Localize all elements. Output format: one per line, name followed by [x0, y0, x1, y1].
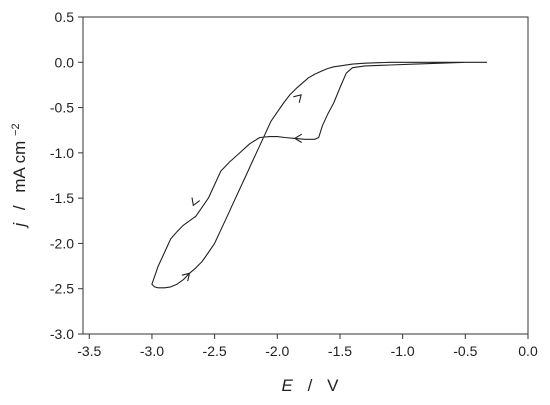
x-tick-label: -2.0 — [265, 343, 289, 359]
plot-frame — [82, 16, 529, 335]
x-tick-label: -3.0 — [140, 343, 164, 359]
x-tick-label: -0.5 — [453, 343, 477, 359]
y-axis-unit-exponent: −2 — [10, 123, 22, 136]
plot-border — [82, 16, 529, 335]
y-tick-label: -3.0 — [50, 326, 74, 342]
y-axis-symbol: j — [10, 222, 29, 229]
y-axis-ticks: 0.5 0.0 -0.5 -1.0 -1.5 -2.0 -2.5 -3.0 — [50, 9, 83, 342]
x-tick-label: -1.5 — [328, 343, 352, 359]
x-axis-ticks: -3.5 -3.0 -2.5 -2.0 -1.5 -1.0 -0.5 0.0 — [77, 334, 538, 359]
x-tick-label: -3.5 — [77, 343, 101, 359]
y-axis-separator: / — [10, 205, 29, 210]
y-axis-label: j / mA cm −2 — [10, 123, 29, 228]
direction-arrows — [181, 94, 302, 282]
scan-direction-arrow — [191, 197, 201, 207]
x-tick-label: -2.5 — [203, 343, 227, 359]
y-tick-label: 0.0 — [55, 54, 75, 70]
y-tick-label: -0.5 — [50, 100, 74, 116]
x-tick-label: -1.0 — [391, 343, 415, 359]
x-axis-unit: V — [327, 376, 339, 395]
y-tick-label: -2.0 — [50, 235, 74, 251]
scan-direction-arrow — [293, 94, 302, 103]
series-layer — [151, 61, 488, 289]
y-tick-label: -1.0 — [50, 145, 74, 161]
x-axis-symbol: E — [282, 376, 294, 395]
y-tick-label: -1.5 — [50, 190, 74, 206]
scan-direction-arrow — [181, 272, 191, 282]
x-tick-label: 0.0 — [518, 343, 538, 359]
x-axis-label: E / V — [282, 376, 340, 395]
y-tick-label: 0.5 — [55, 9, 75, 25]
y-tick-label: -2.5 — [50, 281, 74, 297]
voltammogram-curve — [151, 61, 488, 289]
x-axis-separator: / — [308, 376, 313, 395]
scan-direction-arrow — [293, 133, 302, 143]
y-axis-unit: mA cm — [10, 141, 29, 193]
